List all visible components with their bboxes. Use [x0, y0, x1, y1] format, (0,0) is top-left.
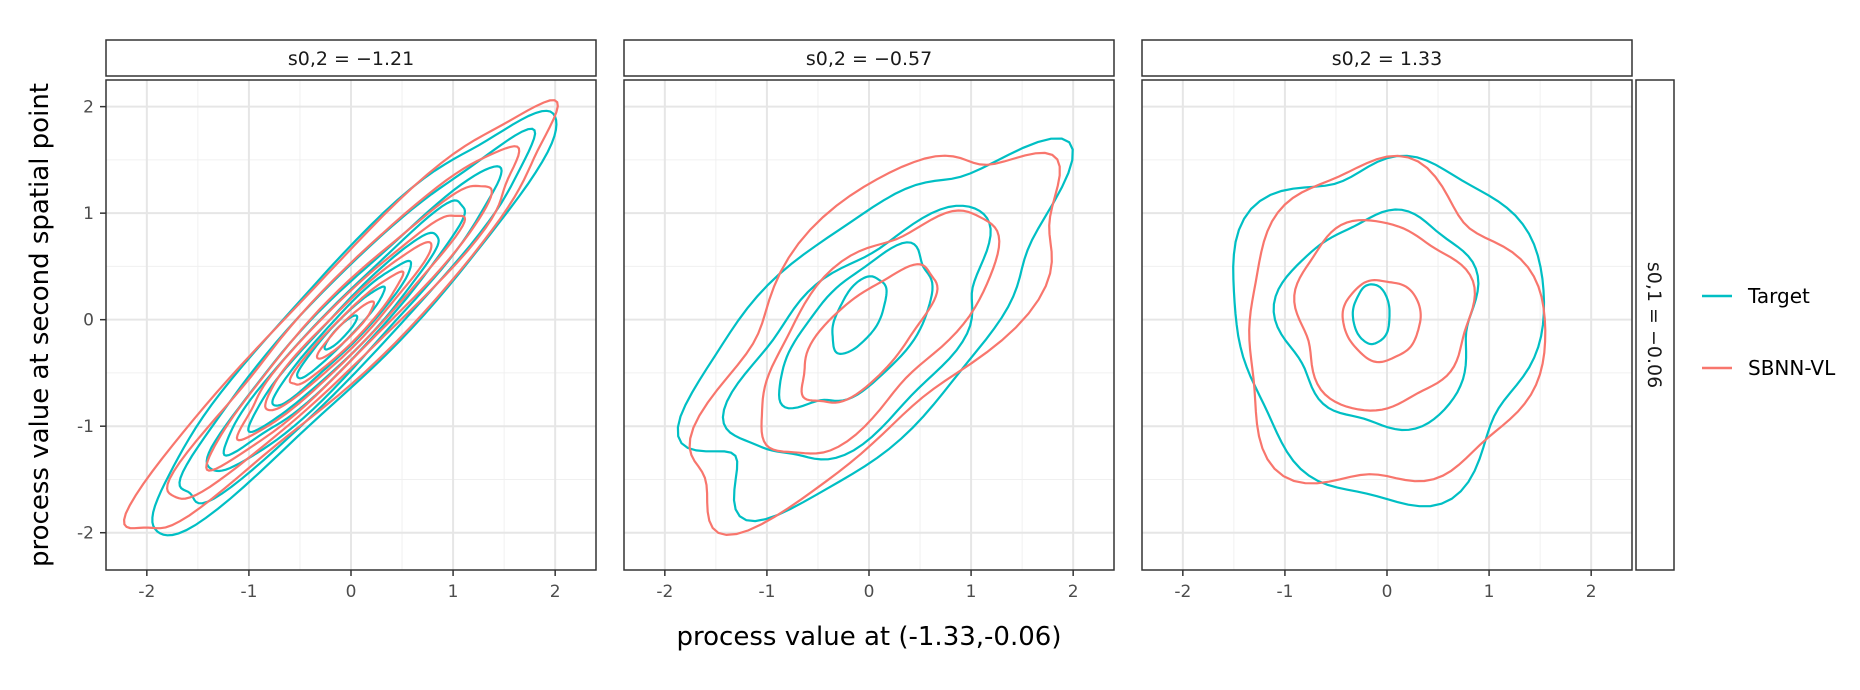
contour-sbnn-vl — [165, 145, 521, 500]
contour-sbnn-vl — [122, 99, 559, 530]
x-tick-label: 1 — [1484, 582, 1495, 602]
panel-strip-label: s0,2 = 1.33 — [1332, 48, 1442, 70]
contour-target — [1272, 208, 1480, 432]
contour-sbnn-vl — [235, 214, 467, 442]
contour-target — [247, 231, 440, 434]
x-tick-label: -2 — [138, 582, 155, 602]
contour-target — [271, 259, 413, 407]
y-axis-title: process value at second spatial point — [25, 83, 55, 567]
contour-sbnn-vl — [760, 209, 1001, 455]
contour-sbnn-vl — [688, 151, 1061, 537]
legend-label-target: Target — [1747, 284, 1810, 308]
x-tick-label: 2 — [1586, 582, 1597, 602]
x-tick-label: 2 — [1068, 582, 1079, 602]
y-tick-label: 2 — [83, 98, 94, 118]
contour-sbnn-vl — [264, 240, 433, 412]
panel-1: s0,2 = −1.21 -2 -1 0 1 2 — [105, 39, 597, 602]
x-tick-label: 0 — [864, 582, 875, 602]
panel-2: s0,2 = −0.57 -2 -1 0 1 2 — [623, 39, 1115, 602]
y-tick-label: 0 — [83, 311, 94, 331]
contour-target — [721, 204, 992, 461]
x-tick-label: 2 — [550, 582, 561, 602]
contour-sbnn-vl — [1248, 154, 1547, 485]
y-tick-label: -2 — [77, 524, 94, 544]
panel-strip — [105, 39, 597, 77]
row-strip — [1635, 79, 1675, 571]
x-axis-title: process value at (-1.33,-0.06) — [677, 622, 1062, 652]
x-tick-label: -1 — [240, 582, 257, 602]
panel-strip — [623, 39, 1115, 77]
contour-sbnn-vl — [288, 270, 405, 386]
y-tick-label: 1 — [83, 204, 94, 224]
x-tick-label: -2 — [1174, 582, 1191, 602]
contour-sbnn-vl — [800, 263, 939, 404]
contour-target — [1351, 283, 1391, 346]
x-tick-label: 1 — [448, 582, 459, 602]
contour-sbnn-vl — [1341, 278, 1422, 364]
contour-sbnn-vl — [1293, 218, 1477, 412]
contour-target — [777, 241, 934, 410]
panel-strip-label: s0,2 = −1.21 — [288, 48, 414, 70]
x-tick-label: 0 — [346, 582, 357, 602]
panel-strip — [1141, 39, 1633, 77]
contour-target — [178, 127, 537, 505]
contour-sbnn-vl — [315, 300, 375, 360]
x-tick-label: -2 — [656, 582, 673, 602]
x-tick-label: -1 — [1276, 582, 1293, 602]
x-tick-label: -1 — [758, 582, 775, 602]
legend-label-sbnn-vl: SBNN-VL — [1748, 356, 1836, 380]
x-tick-label: 1 — [966, 582, 977, 602]
x-tick-label: 0 — [1382, 582, 1393, 602]
contour-sbnn-vl — [205, 184, 493, 472]
panel-3: s0,2 = 1.33 -2 -1 0 1 2 — [1141, 39, 1633, 602]
contour-target — [676, 137, 1074, 523]
panel-strip-label: s0,2 = −0.57 — [806, 48, 932, 70]
contour-target — [831, 275, 888, 356]
y-tick-label: -1 — [77, 417, 94, 437]
contour-target — [222, 199, 467, 457]
row-strip-label: s0,1 = −0.06 — [1643, 262, 1665, 388]
contour-target — [1232, 154, 1546, 508]
